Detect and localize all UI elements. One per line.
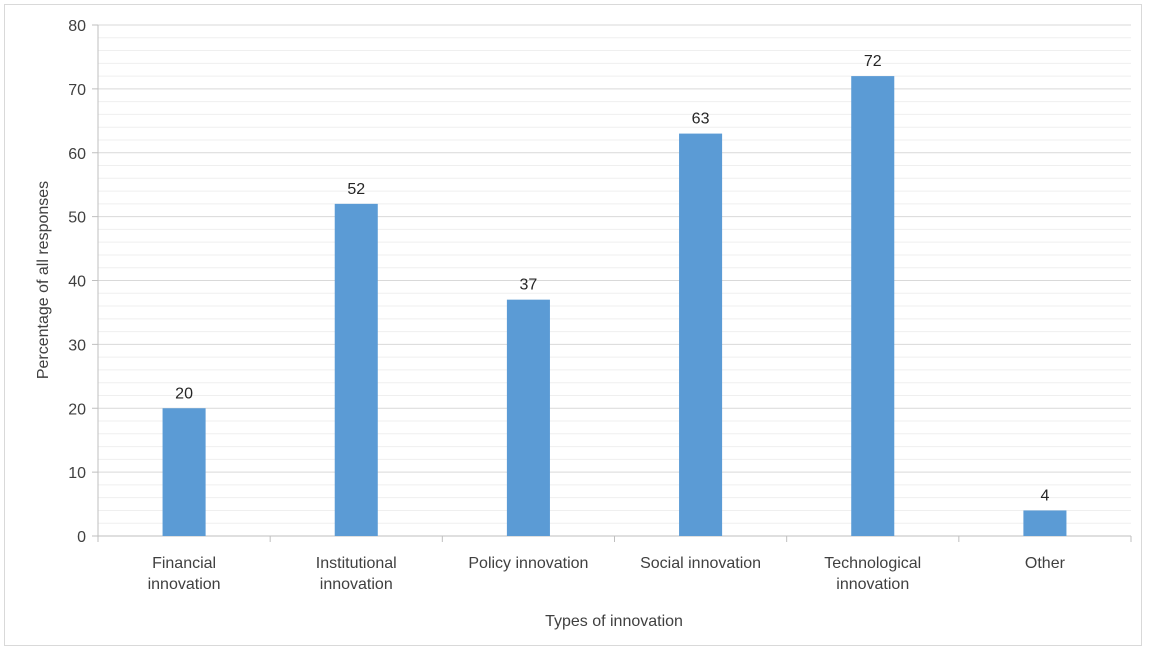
data-label: 37 xyxy=(520,277,538,294)
x-tick-label: Policy innovation xyxy=(468,555,588,572)
y-tick-label: 80 xyxy=(68,18,86,35)
bar xyxy=(1023,510,1067,536)
labels: 0 10 20 30 40 50 60 70 80 20 Financial innovation 52… xyxy=(68,18,1065,593)
bar xyxy=(162,408,206,536)
y-tick-label: 10 xyxy=(68,465,86,482)
data-label: 20 xyxy=(175,385,193,402)
x-tick-label-line: Policy innovation xyxy=(468,555,588,572)
y-tick-label: 70 xyxy=(68,82,86,99)
y-axis-title: Percentage of all responses xyxy=(35,181,52,379)
y-tick-label: 30 xyxy=(68,337,86,354)
x-tick-label: Other xyxy=(1025,555,1066,572)
data-label: 63 xyxy=(692,111,710,128)
data-label: 52 xyxy=(347,181,365,198)
data-label: 72 xyxy=(864,53,882,70)
y-tick-label: 60 xyxy=(68,146,86,163)
x-tick-label-line: Social innovation xyxy=(640,555,761,572)
x-tick-label: Financial innovation xyxy=(148,555,221,593)
data-label: 4 xyxy=(1040,487,1049,504)
y-tick-label: 40 xyxy=(68,274,86,291)
x-tick-label-line: Other xyxy=(1025,555,1066,572)
bar xyxy=(679,133,723,536)
bars xyxy=(162,76,1067,536)
x-tick-label-line: innovation xyxy=(836,576,909,593)
bar xyxy=(851,76,895,536)
y-tick-label: 50 xyxy=(68,210,86,227)
y-tick-label: 20 xyxy=(68,401,86,418)
bar xyxy=(506,299,550,536)
x-tick-label: Technological innovation xyxy=(824,555,921,593)
x-tick-label-line: Technological xyxy=(824,555,921,572)
x-tick-label: Social innovation xyxy=(640,555,761,572)
y-tick-label: 0 xyxy=(77,529,86,546)
x-tick-label-line: Institutional xyxy=(316,555,397,572)
x-axis-title: Types of innovation xyxy=(545,613,683,630)
bar xyxy=(334,203,378,536)
x-tick-label: Institutional innovation xyxy=(316,555,397,593)
x-tick-label-line: innovation xyxy=(148,576,221,593)
axes xyxy=(92,24,1132,542)
x-tick-label-line: Financial xyxy=(152,555,216,572)
x-tick-label-line: innovation xyxy=(320,576,393,593)
gridlines xyxy=(98,24,1131,524)
chart-frame xyxy=(4,4,1142,646)
